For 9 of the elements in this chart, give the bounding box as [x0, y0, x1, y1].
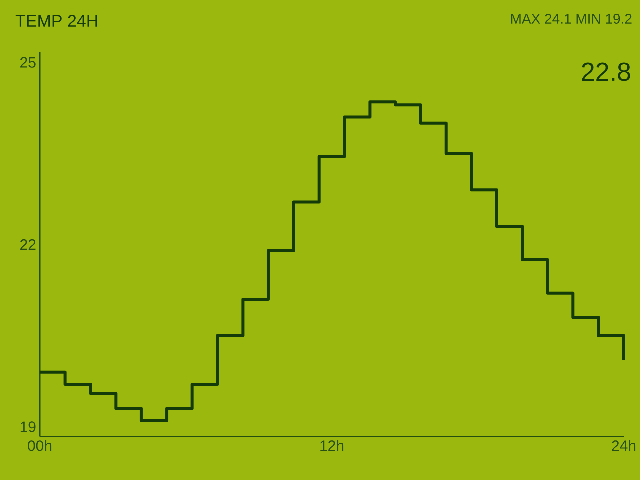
annotation: 22.8	[582, 62, 630, 82]
y-tick-label: 19	[20, 422, 36, 432]
text: MAX 24.1 MIN 19.2	[511, 14, 632, 24]
x-tick-label: 12h	[320, 440, 344, 452]
y-tick-label: 25	[20, 57, 36, 68]
x-tick-label: 24h	[612, 440, 636, 452]
y-tick-label: 22	[20, 240, 36, 250]
x-tick-label: 00h	[28, 440, 52, 452]
chart-title: TEMP 24H	[16, 15, 98, 27]
